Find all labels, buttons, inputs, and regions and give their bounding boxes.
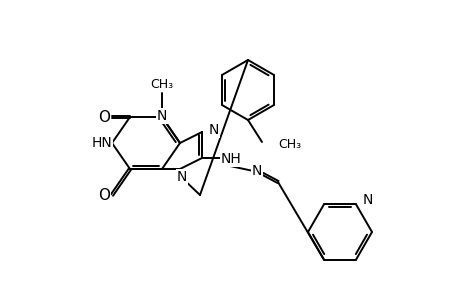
Text: HN: HN [91, 136, 112, 150]
Text: CH₃: CH₃ [150, 77, 173, 91]
Text: NH: NH [220, 152, 241, 166]
Text: N: N [176, 170, 187, 184]
Text: N: N [208, 123, 219, 137]
Text: N: N [362, 193, 373, 207]
Text: O: O [98, 188, 110, 202]
Text: O: O [98, 110, 110, 124]
Text: N: N [251, 164, 262, 178]
Text: CH₃: CH₃ [277, 137, 301, 151]
Text: N: N [157, 109, 167, 123]
